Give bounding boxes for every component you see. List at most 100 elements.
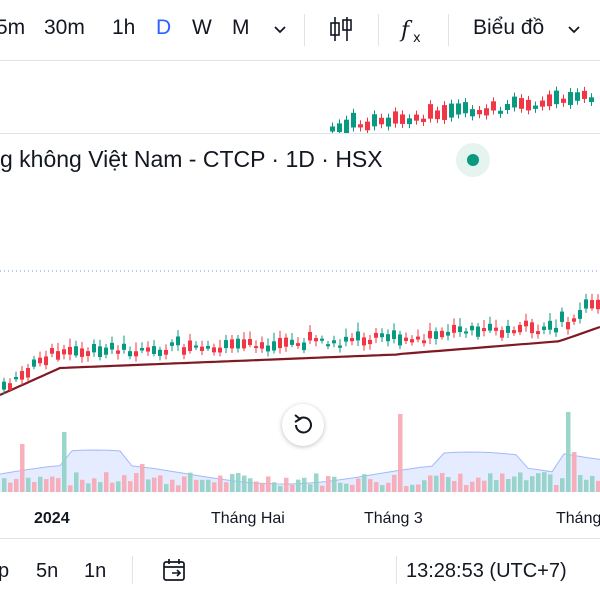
candle-body [374,332,378,338]
candle-body [358,124,363,128]
volume-bar [590,475,595,492]
candle-body [302,342,306,351]
x-axis-label: 2024 [34,510,70,527]
candle-body [140,348,144,351]
volume-bar [44,479,49,492]
volume-bar [410,484,415,492]
chart-type-button[interactable]: Biểu đồ [473,16,545,39]
volume-bar [422,480,427,492]
candle-body [332,340,336,344]
volume-bar [254,481,259,492]
volume-bar [32,482,37,492]
candle-body [158,349,162,356]
candle-body [463,102,468,114]
fx-icon[interactable]: f x [398,14,430,46]
candle-body [351,112,356,128]
candle-body [582,90,587,99]
candle-body [326,344,330,347]
volume-bar [80,479,85,492]
range-5n-button[interactable]: 5n [36,560,59,582]
timeframe-m[interactable]: M [232,16,250,39]
candle-body [92,343,96,353]
volume-bar [428,475,433,492]
candle-body [398,334,402,346]
candle-body [505,104,510,111]
volume-bar [230,473,235,492]
volume-bar [266,476,271,492]
timeframe-d[interactable]: D [156,16,172,39]
candle-body [542,326,546,331]
volume-bar [200,479,205,492]
bottom-bar [0,540,600,600]
volume-bar [314,473,319,492]
candle-body [104,347,108,355]
volume-bar [194,479,199,492]
reset-chart-button[interactable] [282,404,324,446]
volume-bar [464,485,469,492]
candle-body [533,105,538,109]
volume-bar [218,475,223,492]
candle-body [62,349,66,355]
candle-body [296,343,300,346]
candle-body [380,333,384,338]
candle-body [404,337,408,341]
candle-body [122,343,126,350]
candle-body [470,109,475,117]
timeframe-w[interactable]: W [192,16,212,39]
candles-icon[interactable] [326,14,356,44]
volume-bar [116,481,121,492]
volume-bar [296,479,301,492]
volume-bar [182,476,187,492]
volume-bar [110,482,115,492]
volume-bar [374,482,379,492]
chevron-down-icon[interactable] [272,22,288,38]
timeframe-30m[interactable]: 30m [44,16,85,39]
candle-body [350,338,354,342]
timeframe-5m[interactable]: 5m [0,16,26,39]
candle-body [568,92,573,105]
volume-bar [548,474,553,492]
moving-average-line [0,325,600,397]
candle-body [284,337,288,347]
candle-body [590,300,594,309]
calendar-goto-icon[interactable] [160,556,190,586]
volume-bar [92,478,97,492]
range-button[interactable]: p [0,560,10,582]
volume-bar [326,476,331,492]
candle-body [242,339,246,349]
svg-text:x: x [413,31,421,46]
price-chart[interactable] [0,60,600,536]
candle-body [421,118,426,123]
volume-bar [542,472,547,492]
volume-bar [74,472,79,492]
candle-body [200,346,204,351]
volume-bar [236,473,241,492]
volume-bar [98,482,103,492]
range-1n-button[interactable]: 1n [84,560,107,582]
candle-body [56,351,60,360]
market-status-indicator[interactable] [456,143,490,177]
volume-bar [566,412,571,492]
candle-body [519,98,524,109]
candle-body [518,324,522,333]
volume-bar [188,472,193,492]
candle-body [86,351,90,357]
candle-body [38,357,42,364]
candle-body [362,337,366,346]
candle-body [260,342,264,349]
clock-timezone[interactable]: 13:28:53 (UTC+7) [406,560,567,582]
timeframe-1h[interactable]: 1h [112,16,136,39]
volume-bar [380,485,385,492]
candle-body [407,118,412,125]
volume-bar [140,464,145,492]
candle-body [20,370,24,380]
chart-type-chevron-icon[interactable] [566,22,582,38]
volume-bar [164,484,169,492]
candle-body [134,351,138,357]
volume-bar [572,452,577,492]
volume-bar [368,479,373,492]
candle-body [512,96,517,108]
candle-body [50,348,54,354]
volume-bar [176,485,181,492]
candle-body [344,336,348,342]
